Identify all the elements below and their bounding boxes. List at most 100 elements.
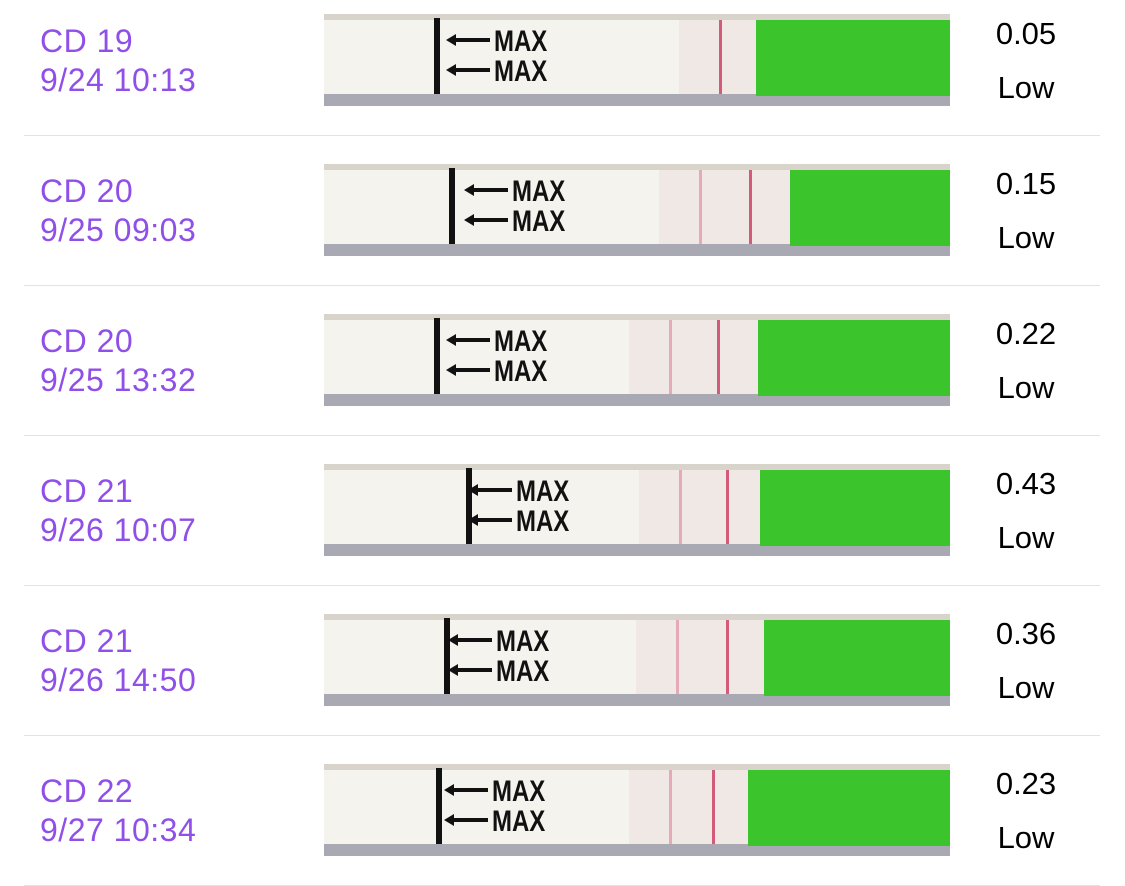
test-line (669, 770, 672, 844)
cycle-day: CD 20 (40, 173, 134, 209)
separator (24, 135, 1100, 136)
test-line (726, 470, 729, 544)
strip-window (659, 170, 790, 244)
cycle-day: CD 20 (40, 323, 134, 359)
test-time: CD 20 9/25 13:32 (40, 322, 196, 400)
separator (24, 435, 1100, 436)
strip-arrow-head (468, 514, 478, 526)
result-row: CD 19 9/24 10:13 MAX MAX 0.05 Low (0, 0, 1125, 136)
strip-label: MAX (496, 623, 549, 657)
strip-marker (434, 18, 440, 94)
strip-arrow-head (446, 34, 456, 46)
strip-shadow (324, 844, 950, 856)
test-time: CD 21 9/26 14:50 (40, 622, 196, 700)
lh-value: 0.36 (995, 616, 1057, 651)
test-time: CD 19 9/24 10:13 (40, 22, 196, 100)
strip-marker (466, 468, 472, 544)
lh-level: Low (997, 220, 1055, 255)
separator (24, 285, 1100, 286)
strip-marker (436, 768, 442, 844)
lh-value: 0.15 (995, 166, 1057, 201)
date-time: 9/24 10:13 (40, 62, 197, 98)
test-time: CD 20 9/25 09:03 (40, 172, 196, 250)
strip-green-end (764, 620, 950, 696)
test-line (712, 770, 715, 844)
lh-value: 0.23 (995, 766, 1057, 801)
strip-shadow (324, 94, 950, 106)
lh-value: 0.43 (995, 466, 1057, 501)
strip-window (639, 470, 760, 544)
strip-label: MAX (494, 53, 547, 87)
strip-window (636, 620, 764, 694)
strip-shadow (324, 694, 950, 706)
lh-value: 0.22 (995, 316, 1057, 351)
lh-level: Low (997, 70, 1055, 105)
lh-level: Low (997, 670, 1055, 705)
lh-level: Low (997, 370, 1055, 405)
strip-arrow-head (464, 214, 474, 226)
test-line (749, 170, 752, 244)
strip-label: MAX (516, 503, 569, 537)
test-time: CD 21 9/26 10:07 (40, 472, 196, 550)
strip-label: MAX (512, 173, 565, 207)
cycle-day: CD 21 (40, 473, 134, 509)
strip-arrow-head (448, 634, 458, 646)
strip-label: MAX (496, 653, 549, 687)
date-time: 9/26 14:50 (40, 662, 197, 698)
strip-window (629, 320, 758, 394)
test-line (717, 320, 720, 394)
strip-green-end (756, 20, 950, 96)
date-time: 9/25 09:03 (40, 212, 197, 248)
strip-green-end (790, 170, 950, 246)
strip-green-end (748, 770, 950, 846)
strip-shadow (324, 394, 950, 406)
cycle-day: CD 21 (40, 623, 134, 659)
strip-arrow-head (446, 334, 456, 346)
test-line (679, 470, 682, 544)
lh-level: Low (997, 820, 1055, 855)
strip-label: MAX (494, 353, 547, 387)
separator (24, 735, 1100, 736)
strip-label: MAX (516, 473, 569, 507)
test-line (719, 20, 722, 94)
test-line (676, 620, 679, 694)
strip-arrow-head (468, 484, 478, 496)
test-line (726, 620, 729, 694)
strip-arrow-head (444, 814, 454, 826)
date-time: 9/27 10:34 (40, 812, 197, 848)
strip-label: MAX (492, 803, 545, 837)
result-row: CD 21 9/26 10:07 MAX MAX 0.43 Low (0, 436, 1125, 586)
strip-window (679, 20, 756, 94)
test-time: CD 22 9/27 10:34 (40, 772, 196, 850)
strip-marker (449, 168, 455, 244)
strip-label: MAX (492, 773, 545, 807)
strip-arrow-head (446, 64, 456, 76)
strip-green-end (760, 470, 950, 546)
strip-arrow-head (448, 664, 458, 676)
cycle-day: CD 19 (40, 23, 134, 59)
test-line (669, 320, 672, 394)
result-row: CD 20 9/25 13:32 MAX MAX 0.22 Low (0, 286, 1125, 436)
strip-green-end (758, 320, 950, 396)
cycle-day: CD 22 (40, 773, 134, 809)
strip-arrow-head (446, 364, 456, 376)
result-row: CD 20 9/25 09:03 MAX MAX 0.15 Low (0, 136, 1125, 286)
lh-level: Low (997, 520, 1055, 555)
strip-label: MAX (494, 23, 547, 57)
result-row: CD 22 9/27 10:34 MAX MAX 0.23 Low (0, 736, 1125, 886)
date-time: 9/26 10:07 (40, 512, 197, 548)
strip-label: MAX (512, 203, 565, 237)
strip-window (629, 770, 748, 844)
strip-marker (444, 618, 450, 694)
result-row: CD 21 9/26 14:50 MAX MAX 0.36 Low (0, 586, 1125, 736)
strip-arrow-head (444, 784, 454, 796)
lh-value: 0.05 (995, 16, 1057, 51)
strip-shadow (324, 544, 950, 556)
